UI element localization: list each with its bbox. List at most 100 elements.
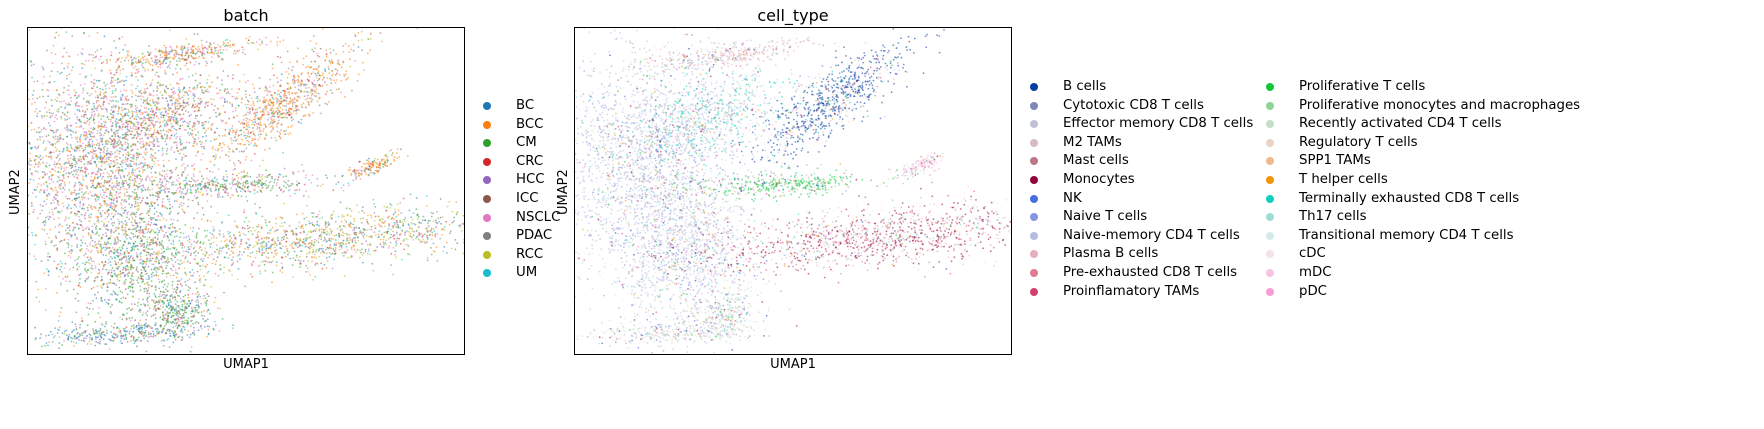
cell-point — [189, 320, 192, 322]
cell-point — [124, 103, 127, 106]
cell-point — [84, 146, 87, 149]
cell-point — [141, 137, 143, 140]
cell-point — [103, 35, 106, 38]
cell-point — [166, 246, 169, 248]
cell-point — [147, 289, 149, 292]
cell-point — [99, 175, 102, 177]
cell-point — [176, 305, 179, 307]
cell-point — [80, 134, 82, 136]
cell-point — [106, 150, 108, 152]
cell-point — [67, 104, 70, 106]
cell-point — [147, 331, 150, 334]
cell-point — [44, 174, 46, 177]
cell-point — [316, 177, 319, 180]
cell-point — [167, 314, 170, 317]
cell-point — [189, 271, 192, 274]
cell-point — [126, 340, 129, 343]
cell-point — [145, 107, 148, 110]
cell-point — [103, 120, 105, 123]
cell-point — [163, 175, 166, 178]
cell-point — [28, 194, 30, 197]
cell-point — [66, 65, 69, 68]
cell-point — [117, 255, 119, 258]
cell-point — [70, 124, 73, 127]
cell-point — [28, 108, 29, 111]
cell-point — [130, 89, 133, 92]
cell-point — [58, 231, 61, 234]
cell-point — [124, 226, 127, 229]
cell-point — [81, 198, 84, 201]
cell-point — [132, 158, 135, 160]
cell-point — [165, 153, 168, 155]
cell-point — [81, 169, 83, 172]
cell-point — [182, 314, 185, 317]
cell-point — [109, 99, 111, 102]
cell-point — [174, 112, 177, 115]
cell-point — [127, 130, 130, 132]
cell-point — [186, 68, 189, 71]
cell-point — [146, 258, 149, 261]
cell-point — [93, 110, 96, 113]
cell-point — [293, 192, 296, 195]
cell-point — [93, 114, 96, 117]
cell-point — [171, 284, 174, 287]
cell-point — [115, 241, 117, 244]
cell-point — [91, 157, 94, 160]
cell-point — [67, 171, 70, 174]
cell-point — [172, 73, 174, 76]
cell-point — [100, 249, 103, 252]
cell-point — [67, 84, 70, 87]
cell-point — [237, 181, 240, 184]
cell-point — [104, 85, 107, 88]
cell-point — [101, 287, 103, 289]
cell-point — [190, 310, 193, 312]
cell-point — [50, 70, 53, 73]
cell-point — [94, 244, 97, 246]
cell-point — [260, 175, 263, 178]
cell-point — [117, 110, 119, 113]
cell-point — [214, 111, 217, 114]
cell-point — [142, 119, 145, 122]
cell-point — [174, 104, 176, 106]
cell-point — [66, 115, 68, 118]
cell-point — [200, 188, 203, 191]
cell-point — [130, 127, 132, 130]
cell-point — [60, 210, 63, 213]
cell-point — [90, 116, 92, 119]
cell-point — [135, 118, 138, 121]
cell-point — [110, 159, 113, 162]
cell-point — [116, 158, 118, 161]
cell-point — [200, 100, 203, 103]
cell-point — [77, 158, 80, 160]
cell-point — [87, 226, 89, 229]
cell-point — [119, 249, 122, 251]
cell-point — [98, 143, 101, 145]
cell-point — [276, 194, 278, 197]
cell-point — [179, 148, 182, 151]
cell-point — [120, 337, 123, 340]
cell-point — [166, 136, 168, 138]
cell-point — [60, 117, 63, 120]
cell-point — [88, 220, 91, 223]
cell-point — [42, 142, 45, 144]
cell-point — [164, 260, 167, 263]
cell-point — [186, 192, 188, 194]
cell-point — [206, 78, 209, 81]
cell-point — [105, 88, 107, 90]
cell-point — [89, 251, 92, 254]
cell-point — [156, 90, 159, 92]
cell-point — [161, 154, 164, 157]
cell-point — [29, 60, 32, 62]
cell-point — [56, 117, 58, 120]
cell-point — [166, 318, 169, 320]
cell-point — [180, 338, 183, 341]
cell-point — [51, 340, 54, 343]
cell-point — [174, 168, 177, 171]
cell-point — [84, 148, 87, 151]
cell-point — [146, 97, 149, 99]
cell-point — [63, 238, 66, 241]
cell-point — [120, 262, 123, 265]
cell-point — [119, 252, 122, 255]
cell-point — [76, 145, 78, 148]
cell-point — [139, 237, 142, 240]
